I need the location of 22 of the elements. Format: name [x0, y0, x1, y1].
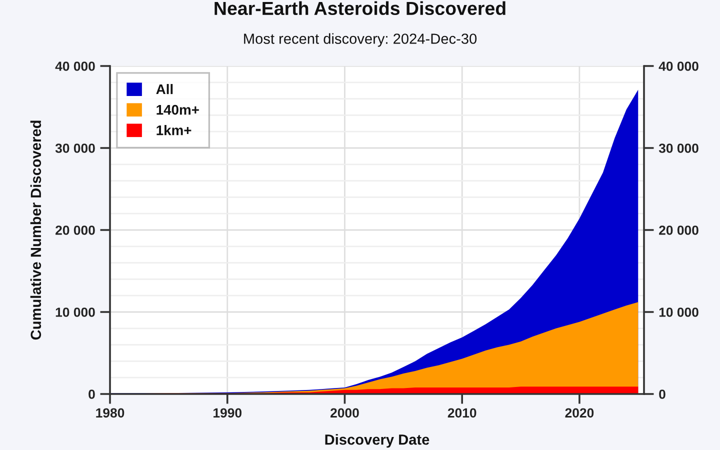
x-tick-label: 2020	[565, 408, 594, 418]
y-tick-label: 40 000	[55, 62, 95, 71]
y-tick-label: 20 000	[56, 226, 95, 235]
x-tick-label: 2010	[448, 408, 476, 418]
y-tick-label: 10 000	[56, 308, 95, 317]
chart-title: Near-Earth Asteroids Discovered	[214, 1, 506, 16]
y-tick-label: 30 000	[55, 144, 95, 153]
y2-tick-label: 40 000	[658, 62, 698, 71]
y2-tick-label: 30 000	[658, 144, 698, 153]
y-tick-label: 0	[88, 390, 95, 399]
y-axis-title: Cumulative Number Discovered	[30, 120, 42, 340]
y2-tick-label: 10 000	[659, 308, 698, 317]
x-axis-title: Discovery Date	[325, 434, 430, 448]
legend-label: All	[156, 84, 173, 94]
legend-label: 1km+	[156, 125, 192, 136]
legend-label: 140m+	[156, 104, 199, 115]
x-tick-label: 1980	[96, 408, 124, 418]
y2-tick-label: 0	[659, 390, 666, 399]
chart-subtitle: Most recent discovery: 2024-Dec-30	[244, 33, 477, 47]
x-tick-label: 1990	[214, 408, 242, 418]
x-tick-label: 2000	[330, 408, 359, 418]
y2-tick-label: 20 000	[659, 226, 698, 235]
